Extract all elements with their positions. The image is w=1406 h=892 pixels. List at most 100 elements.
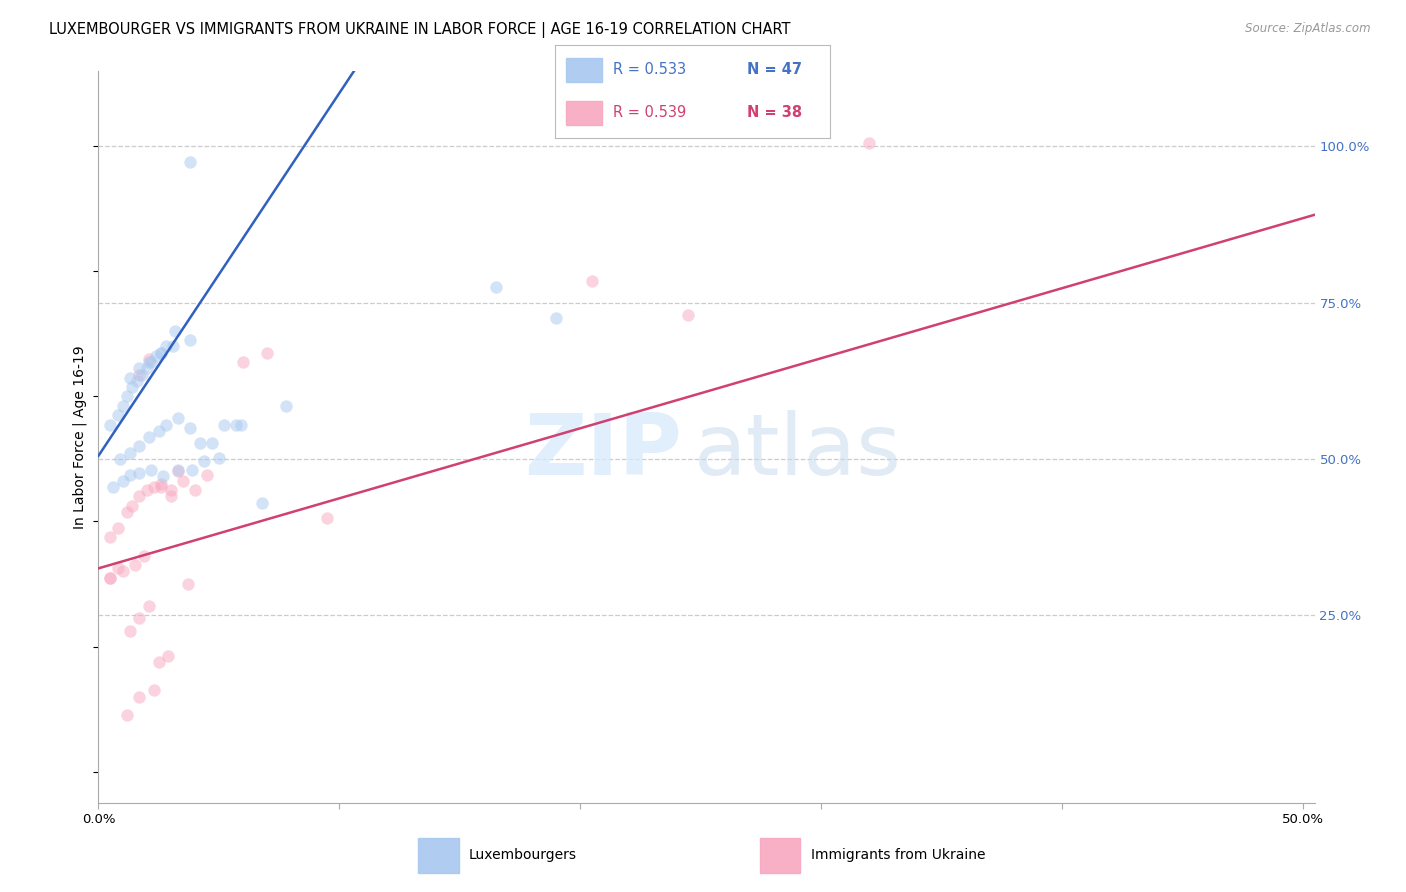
Point	[121, 499, 143, 513]
Point	[179, 155, 201, 169]
Point	[128, 690, 150, 704]
Point	[167, 465, 190, 479]
Text: R = 0.539: R = 0.539	[613, 105, 686, 120]
Point	[148, 655, 170, 669]
Point	[117, 389, 139, 403]
Point	[111, 474, 134, 488]
Point	[118, 446, 141, 460]
Bar	[761, 838, 800, 873]
Point	[316, 511, 339, 525]
Point	[276, 399, 298, 413]
Point	[135, 483, 157, 498]
Point	[155, 339, 177, 353]
Point	[108, 452, 131, 467]
Point	[118, 624, 141, 638]
Point	[100, 571, 122, 585]
Point	[118, 467, 141, 482]
Point	[232, 355, 254, 369]
Point	[193, 454, 215, 468]
Text: Source: ZipAtlas.com: Source: ZipAtlas.com	[1246, 22, 1371, 36]
Text: Luxembourgers: Luxembourgers	[470, 848, 576, 863]
Point	[150, 477, 173, 491]
Text: Immigrants from Ukraine: Immigrants from Ukraine	[810, 848, 986, 863]
Point	[176, 577, 198, 591]
Point	[225, 417, 247, 432]
Point	[142, 683, 165, 698]
Point	[195, 467, 218, 482]
Point	[256, 345, 278, 359]
Point	[100, 530, 122, 544]
Point	[141, 355, 163, 369]
Point	[145, 349, 167, 363]
Bar	[567, 101, 602, 125]
Point	[179, 420, 201, 434]
Point	[128, 361, 150, 376]
Point	[167, 411, 190, 425]
Point	[124, 558, 146, 573]
Point	[117, 505, 139, 519]
Point	[135, 361, 157, 376]
Point	[128, 466, 150, 480]
Point	[485, 280, 508, 294]
Text: ZIP: ZIP	[524, 410, 682, 493]
Point	[150, 345, 173, 359]
Point	[100, 417, 122, 432]
Text: LUXEMBOURGER VS IMMIGRANTS FROM UKRAINE IN LABOR FORCE | AGE 16-19 CORRELATION C: LUXEMBOURGER VS IMMIGRANTS FROM UKRAINE …	[49, 22, 790, 38]
Point	[128, 490, 150, 504]
Point	[165, 324, 187, 338]
Point	[181, 463, 204, 477]
Text: N = 38: N = 38	[748, 105, 803, 120]
Point	[111, 565, 134, 579]
Point	[188, 436, 211, 450]
Y-axis label: In Labor Force | Age 16-19: In Labor Force | Age 16-19	[72, 345, 87, 529]
Point	[184, 483, 207, 498]
Point	[159, 483, 181, 498]
Point	[229, 417, 252, 432]
Point	[138, 599, 160, 613]
Point	[138, 430, 160, 444]
Point	[201, 436, 224, 450]
Point	[141, 463, 163, 477]
Point	[138, 351, 160, 366]
Point	[131, 368, 153, 382]
Point	[159, 490, 181, 504]
Point	[128, 611, 150, 625]
Point	[212, 417, 235, 432]
Point	[111, 399, 134, 413]
Point	[128, 368, 150, 382]
Point	[121, 380, 143, 394]
Point	[118, 370, 141, 384]
Point	[155, 417, 177, 432]
Text: N = 47: N = 47	[748, 62, 803, 78]
Text: R = 0.533: R = 0.533	[613, 62, 686, 78]
Point	[138, 355, 160, 369]
Point	[142, 480, 165, 494]
Point	[134, 549, 156, 563]
Bar	[419, 838, 458, 873]
Point	[128, 440, 150, 454]
Point	[125, 374, 148, 388]
Point	[172, 474, 194, 488]
Point	[250, 496, 273, 510]
Point	[101, 480, 124, 494]
Point	[107, 408, 129, 422]
Point	[162, 339, 184, 353]
Bar	[567, 58, 602, 82]
Point	[678, 308, 700, 322]
Point	[117, 708, 139, 723]
Point	[107, 521, 129, 535]
Point	[150, 480, 173, 494]
Text: atlas: atlas	[695, 410, 903, 493]
Point	[150, 345, 173, 359]
Point	[157, 648, 180, 663]
Point	[107, 561, 129, 575]
Point	[581, 274, 603, 288]
Point	[100, 571, 122, 585]
Point	[208, 450, 231, 465]
Point	[152, 469, 174, 483]
Point	[544, 311, 567, 326]
Point	[148, 424, 170, 438]
Point	[167, 463, 190, 477]
Point	[858, 136, 880, 151]
Point	[179, 333, 201, 347]
